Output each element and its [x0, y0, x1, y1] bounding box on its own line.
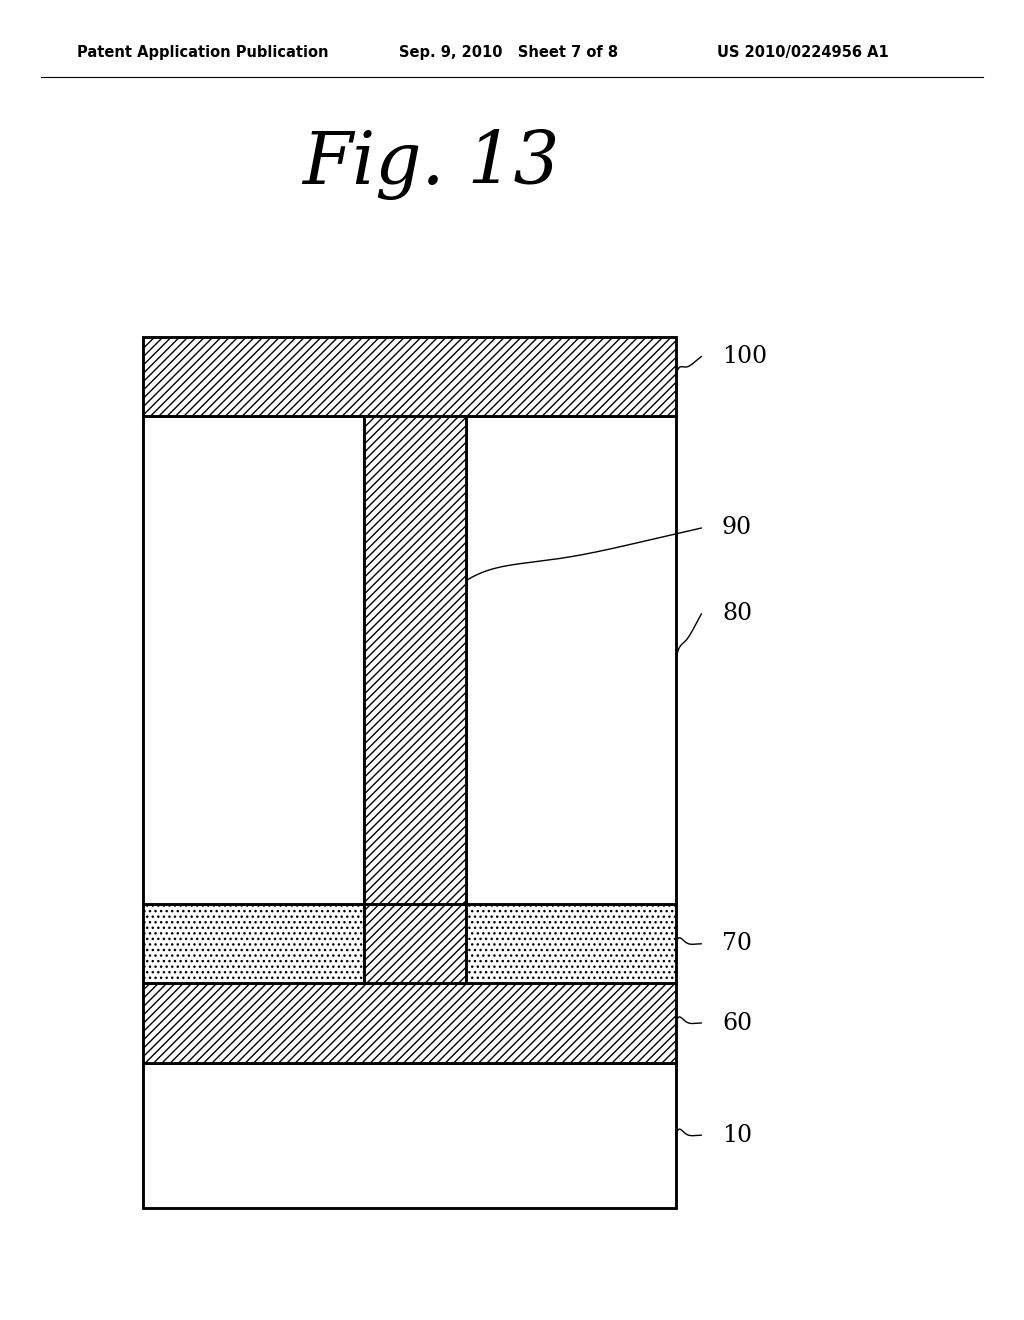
Bar — [143, 904, 364, 983]
Bar — [143, 337, 676, 1208]
Text: 70: 70 — [722, 932, 752, 956]
Text: US 2010/0224956 A1: US 2010/0224956 A1 — [717, 45, 889, 61]
Bar — [143, 416, 364, 904]
Text: Patent Application Publication: Patent Application Publication — [77, 45, 329, 61]
Text: Sep. 9, 2010   Sheet 7 of 8: Sep. 9, 2010 Sheet 7 of 8 — [399, 45, 618, 61]
Bar — [364, 904, 466, 983]
Text: Fig. 13: Fig. 13 — [302, 129, 559, 201]
Bar — [143, 337, 676, 416]
Text: 90: 90 — [722, 516, 752, 540]
Text: 80: 80 — [722, 602, 752, 626]
Text: 100: 100 — [722, 345, 767, 368]
Text: 60: 60 — [722, 1011, 752, 1035]
Bar — [143, 1063, 676, 1208]
Text: 10: 10 — [722, 1123, 752, 1147]
Bar — [143, 983, 676, 1063]
Bar — [466, 904, 676, 983]
Bar — [466, 416, 676, 904]
Bar — [364, 337, 466, 904]
